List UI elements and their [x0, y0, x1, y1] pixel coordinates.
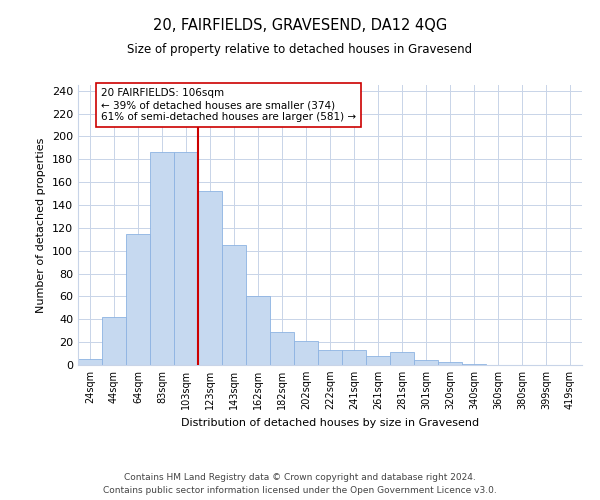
Bar: [390, 352, 414, 365]
Bar: [222, 245, 246, 365]
Text: Contains public sector information licensed under the Open Government Licence v3: Contains public sector information licen…: [103, 486, 497, 495]
Bar: [294, 341, 318, 365]
Bar: [342, 350, 366, 365]
Bar: [438, 362, 462, 365]
Y-axis label: Number of detached properties: Number of detached properties: [37, 138, 46, 312]
Bar: [102, 317, 126, 365]
Bar: [414, 360, 438, 365]
Bar: [246, 296, 270, 365]
Text: 20, FAIRFIELDS, GRAVESEND, DA12 4QG: 20, FAIRFIELDS, GRAVESEND, DA12 4QG: [153, 18, 447, 32]
Bar: [318, 350, 342, 365]
Bar: [198, 192, 222, 365]
Bar: [126, 234, 150, 365]
Text: Contains HM Land Registry data © Crown copyright and database right 2024.: Contains HM Land Registry data © Crown c…: [124, 472, 476, 482]
Bar: [366, 356, 390, 365]
Bar: [270, 332, 294, 365]
Bar: [462, 364, 486, 365]
Text: 20 FAIRFIELDS: 106sqm
← 39% of detached houses are smaller (374)
61% of semi-det: 20 FAIRFIELDS: 106sqm ← 39% of detached …: [101, 88, 356, 122]
Text: Size of property relative to detached houses in Gravesend: Size of property relative to detached ho…: [127, 42, 473, 56]
Bar: [150, 152, 174, 365]
Bar: [174, 152, 198, 365]
X-axis label: Distribution of detached houses by size in Gravesend: Distribution of detached houses by size …: [181, 418, 479, 428]
Bar: [78, 360, 102, 365]
